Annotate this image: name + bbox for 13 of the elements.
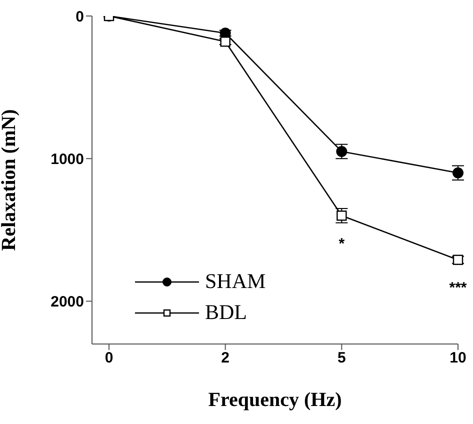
annotation: *** xyxy=(449,280,467,297)
x-tick-label: 2 xyxy=(221,350,230,367)
x-tick-label: 5 xyxy=(337,350,346,367)
legend-label: BDL xyxy=(205,300,247,325)
x-axis-title: Frequency (Hz) xyxy=(208,389,342,411)
y-tick-label: 1000 xyxy=(50,150,84,168)
y-axis-title: Relaxation (mN) xyxy=(0,109,20,251)
y-tick-label: 0 xyxy=(76,8,84,26)
y-tick-label: 2000 xyxy=(50,294,84,311)
legend-label: SHAM xyxy=(205,269,266,294)
x-tick-label: 0 xyxy=(104,350,114,367)
x-tick-label: 10 xyxy=(450,350,466,367)
annotation: * xyxy=(338,235,345,252)
